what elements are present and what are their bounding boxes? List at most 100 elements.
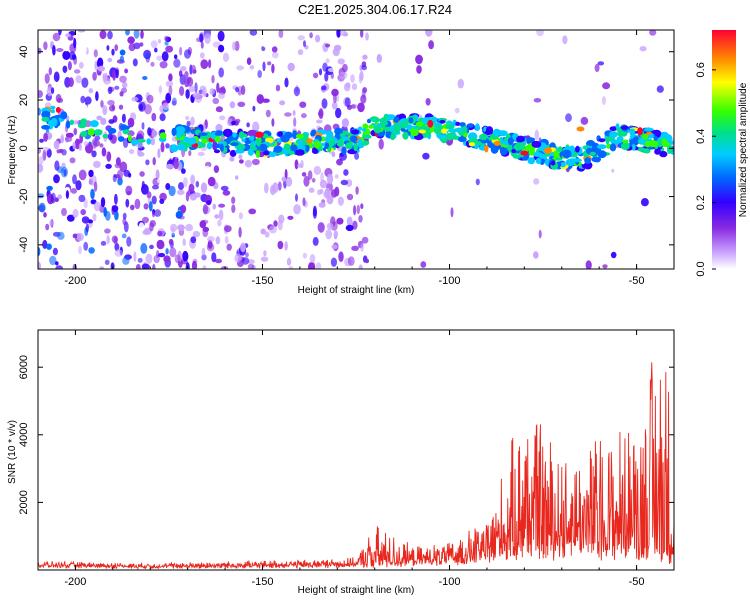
signal-cell bbox=[516, 135, 526, 143]
noise-cell bbox=[88, 169, 94, 178]
colorbar-label: Normalized spectral amplitude bbox=[738, 82, 749, 217]
signal-cell bbox=[47, 119, 56, 126]
noise-cell bbox=[358, 264, 363, 269]
noise-cell bbox=[92, 213, 97, 222]
noise-cell bbox=[85, 143, 93, 154]
noise-cell bbox=[425, 30, 433, 37]
noise-cell bbox=[72, 120, 80, 125]
noise-cell bbox=[331, 151, 336, 158]
noise-cell bbox=[565, 113, 572, 123]
noise-cell bbox=[53, 140, 60, 150]
noise-cell bbox=[93, 49, 98, 58]
noise-cell bbox=[278, 214, 285, 224]
signal-cell bbox=[136, 138, 146, 143]
noise-cell bbox=[108, 105, 116, 112]
noise-cell bbox=[72, 141, 76, 150]
signal-cell bbox=[393, 124, 401, 134]
noise-cell bbox=[150, 40, 158, 49]
noise-cell bbox=[38, 202, 46, 213]
signal-cell bbox=[654, 131, 662, 136]
signal-cell bbox=[605, 136, 610, 145]
snr-xlabel: Height of straight line (km) bbox=[298, 585, 415, 596]
signal-cell bbox=[230, 142, 240, 147]
figure-title: C2E1.2025.304.06.17.R24 bbox=[298, 2, 452, 17]
signal-cell bbox=[659, 150, 668, 158]
signal-cell bbox=[345, 142, 353, 150]
noise-cell bbox=[151, 129, 158, 138]
noise-cell bbox=[54, 197, 59, 202]
noise-cell bbox=[284, 77, 289, 88]
noise-cell bbox=[51, 87, 55, 94]
noise-cell bbox=[88, 88, 94, 94]
signal-cell bbox=[362, 123, 369, 130]
noise-cell bbox=[127, 117, 135, 128]
noise-cell bbox=[312, 236, 319, 246]
noise-cell bbox=[222, 52, 230, 62]
noise-cell bbox=[94, 135, 101, 141]
spectrogram-xtick-label: -200 bbox=[64, 275, 86, 287]
spectrogram-xtick-label: -150 bbox=[251, 275, 273, 287]
noise-cell bbox=[260, 256, 269, 262]
noise-cell bbox=[260, 228, 266, 235]
signal-cell bbox=[493, 140, 501, 146]
noise-cell bbox=[38, 261, 41, 269]
noise-cell bbox=[244, 159, 253, 168]
noise-cell bbox=[324, 187, 331, 198]
signal-cell bbox=[408, 117, 414, 124]
noise-cell bbox=[60, 133, 65, 144]
noise-cell bbox=[344, 97, 351, 108]
noise-cell bbox=[185, 191, 190, 202]
noise-cell bbox=[307, 222, 313, 229]
noise-cell bbox=[309, 32, 313, 39]
signal-cell bbox=[637, 127, 643, 136]
signal-cell bbox=[475, 123, 480, 132]
noise-cell bbox=[165, 143, 170, 149]
signal-cell bbox=[618, 130, 628, 137]
noise-cell bbox=[173, 158, 179, 170]
signal-cell bbox=[559, 162, 566, 168]
spectrogram-xtick-label: -50 bbox=[629, 275, 645, 287]
noise-cell bbox=[240, 85, 246, 96]
noise-cell bbox=[294, 71, 301, 77]
noise-cell bbox=[365, 258, 369, 264]
noise-cell bbox=[538, 229, 542, 239]
noise-cell bbox=[215, 106, 223, 113]
noise-cell bbox=[176, 189, 185, 196]
noise-cell bbox=[323, 261, 329, 267]
noise-cell bbox=[346, 216, 353, 227]
signal-cell bbox=[597, 150, 607, 159]
noise-cell bbox=[173, 58, 181, 68]
noise-cell bbox=[261, 51, 268, 62]
noise-cell bbox=[107, 86, 113, 95]
noise-cell bbox=[136, 130, 145, 140]
noise-cell bbox=[107, 30, 113, 40]
signal-cell bbox=[439, 119, 446, 124]
noise-cell bbox=[247, 259, 255, 265]
noise-cell bbox=[218, 67, 224, 78]
noise-cell bbox=[165, 45, 174, 53]
noise-cell bbox=[331, 244, 338, 249]
noise-cell bbox=[326, 173, 334, 185]
noise-cell bbox=[325, 58, 330, 64]
noise-cell bbox=[287, 215, 294, 220]
noise-cell bbox=[83, 241, 89, 251]
noise-cell bbox=[357, 102, 365, 113]
noise-cell bbox=[297, 49, 304, 56]
noise-cell bbox=[151, 195, 157, 205]
signal-cell bbox=[581, 163, 589, 169]
snr-ytick-label: 6000 bbox=[18, 355, 30, 379]
snr-ytick-label: 4000 bbox=[18, 423, 30, 447]
noise-cell bbox=[321, 85, 327, 91]
noise-cell bbox=[100, 117, 107, 125]
noise-cell bbox=[124, 68, 128, 74]
noise-cell bbox=[159, 113, 166, 122]
signal-cell bbox=[393, 116, 400, 123]
noise-cell bbox=[312, 208, 317, 219]
noise-cell bbox=[179, 86, 185, 96]
noise-cell bbox=[335, 107, 342, 119]
signal-cell bbox=[609, 126, 617, 131]
signal-cell bbox=[357, 126, 363, 131]
noise-cell bbox=[475, 178, 480, 186]
noise-cell bbox=[319, 179, 327, 189]
